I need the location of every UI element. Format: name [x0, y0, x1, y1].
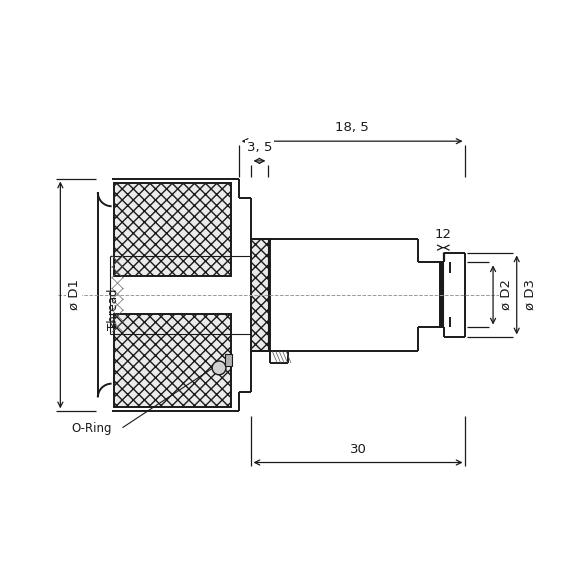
Circle shape: [212, 361, 226, 375]
Bar: [113, 183, 231, 276]
Text: 30: 30: [350, 442, 367, 456]
Text: ø D1: ø D1: [68, 279, 80, 310]
Text: 18, 5: 18, 5: [335, 121, 369, 134]
Bar: [251, 239, 270, 351]
Text: ø D2: ø D2: [500, 279, 513, 310]
Bar: [113, 314, 231, 407]
Text: Thread: Thread: [107, 289, 120, 331]
Text: 12: 12: [435, 228, 452, 241]
Text: O-Ring: O-Ring: [71, 423, 112, 435]
Bar: [440, 262, 443, 328]
Text: ø D3: ø D3: [524, 279, 537, 310]
Text: 3, 5: 3, 5: [247, 141, 272, 154]
Bar: [225, 354, 232, 366]
